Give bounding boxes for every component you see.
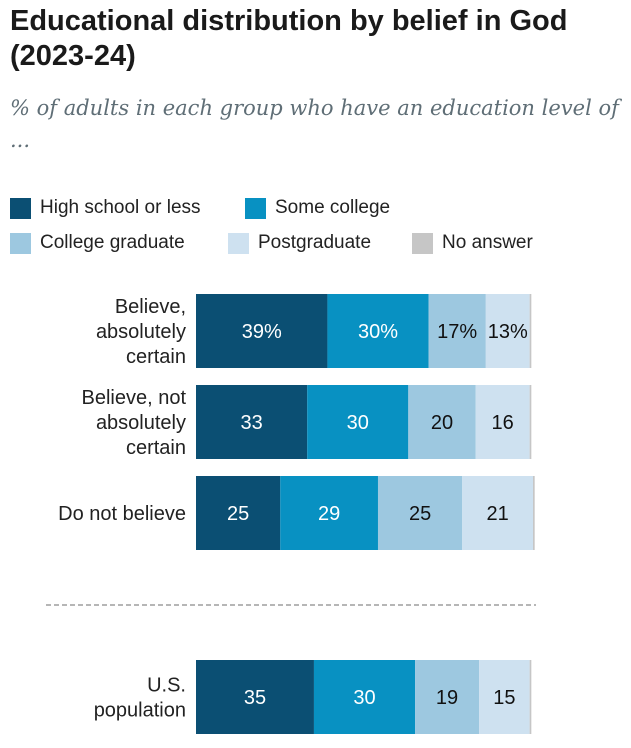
bar-segment-no-answer — [529, 385, 532, 459]
bar-segment-no-answer — [529, 660, 532, 734]
data-label: 39% — [242, 321, 282, 343]
bar-segment-some-college — [280, 476, 378, 550]
legend-label-high-school: High school or less — [40, 197, 201, 218]
legend-label-some-college: Some college — [275, 197, 391, 218]
legend-label-no-answer: No answer — [442, 232, 533, 253]
data-label: 33 — [240, 412, 262, 434]
data-label: 30 — [353, 687, 375, 709]
category-label: Believe, absolutely certain — [96, 296, 186, 368]
bar-segment-high-school-or-less — [196, 476, 281, 550]
data-label: 25 — [227, 503, 249, 525]
legend-item-no-answer: No answer — [412, 230, 533, 256]
bar-segment-no-answer — [529, 294, 532, 368]
data-label: 21 — [486, 503, 508, 525]
data-label: 30% — [358, 321, 398, 343]
category-label: Do not believe — [58, 503, 186, 525]
bar-segment-postgraduate — [485, 294, 530, 368]
legend-item-postgraduate: Postgraduate — [228, 230, 371, 256]
bar-segment-high-school-or-less — [196, 294, 328, 368]
data-label: 25 — [409, 503, 431, 525]
data-label: 19 — [436, 687, 458, 709]
data-label: 20 — [431, 412, 453, 434]
category-label: U.S. population — [94, 675, 186, 722]
legend-item-college-graduate: College graduate — [10, 230, 185, 256]
data-label: 17% — [437, 321, 477, 343]
bar-segment-college-graduate — [415, 660, 480, 734]
data-label: 16 — [492, 412, 514, 434]
data-label: 15 — [493, 687, 515, 709]
legend-swatch-high-school — [10, 197, 31, 219]
legend-item-some-college: Some college — [245, 195, 390, 221]
bar-segment-college-graduate — [428, 294, 486, 368]
bar-segment-high-school-or-less — [196, 385, 308, 459]
data-label: 29 — [318, 503, 340, 525]
bar-segment-postgraduate — [479, 660, 530, 734]
bar-segment-college-graduate — [408, 385, 476, 459]
data-label: 35 — [244, 687, 266, 709]
bar-segment-some-college — [307, 385, 409, 459]
chart-subtitle: % of adults in each group who have an ed… — [10, 96, 619, 152]
bar-segment-postgraduate — [475, 385, 530, 459]
bar-segment-high-school-or-less — [196, 660, 314, 734]
legend-item-high-school: High school or less — [10, 195, 201, 221]
stacked-bar-chart: Believe, absolutely certain 39% 30% 17% 13% Bel… — [46, 294, 536, 734]
legend-swatch-no-answer — [412, 232, 433, 254]
bar-segment-no-answer — [533, 476, 535, 550]
data-label: 13% — [488, 321, 528, 343]
data-label: 30 — [347, 412, 369, 434]
bar-segment-college-graduate — [377, 476, 463, 550]
bar-segment-postgraduate — [462, 476, 533, 550]
bar-segment-some-college — [327, 294, 429, 368]
legend-label-college-graduate: College graduate — [40, 232, 185, 253]
legend-label-postgraduate: Postgraduate — [258, 232, 372, 253]
category-label: Believe, not absolutely certain — [81, 387, 186, 459]
legend-swatch-some-college — [245, 197, 266, 219]
bar-segment-some-college — [313, 660, 416, 734]
legend-swatch-college-graduate — [10, 232, 31, 254]
chart-title: Educational distribution by belief in Go… — [10, 5, 568, 72]
legend-swatch-postgraduate — [228, 232, 249, 254]
